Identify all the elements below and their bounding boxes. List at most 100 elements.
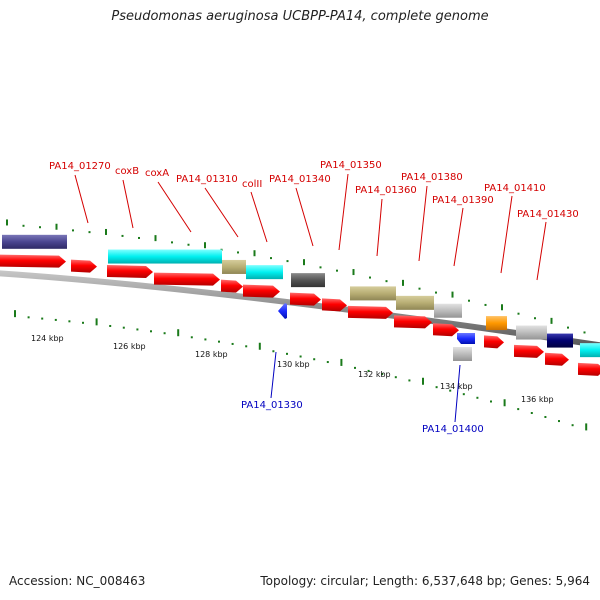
- scale-label-126: 126 kbp: [113, 342, 146, 351]
- scale-tick: [54, 318, 57, 321]
- scale-tick: [422, 377, 424, 385]
- cds-arrow: [71, 259, 97, 273]
- outer-tick: [253, 250, 256, 257]
- feature-track: [0, 234, 600, 376]
- scale-tick: [381, 373, 384, 376]
- outer-tick: [105, 228, 107, 235]
- cds-arrow: [578, 362, 600, 376]
- gene-label-pa14-01330[interactable]: PA14_01330: [241, 400, 303, 411]
- scale-tick: [571, 424, 574, 427]
- genome-backbone: [0, 270, 600, 349]
- scale-tick: [150, 330, 152, 333]
- scale-tick: [218, 340, 220, 343]
- leader-line: [157, 181, 192, 233]
- reverse-cds-arrow: [278, 303, 287, 319]
- scale-tick: [82, 321, 84, 324]
- leader-line: [453, 207, 464, 267]
- cds-arrow: [322, 298, 347, 312]
- cds-arrow: [545, 352, 569, 366]
- gene-label-pa14-01430[interactable]: PA14_01430: [517, 209, 579, 220]
- scale-tick: [41, 317, 44, 320]
- scale-tick: [544, 415, 547, 418]
- leader-line: [454, 364, 461, 423]
- gene-label-colii[interactable]: colII: [242, 179, 262, 190]
- reverse-cds-arrow: [457, 333, 475, 344]
- cds-arrow: [243, 284, 280, 298]
- outer-tick: [402, 279, 404, 286]
- scale-tick: [231, 342, 234, 345]
- cds-arrow: [348, 305, 393, 319]
- outer-tick: [319, 266, 322, 269]
- scale-tick: [163, 332, 166, 335]
- forward-gene-labels: PA14_01270 coxB coxA PA14_01310 colII PA…: [49, 160, 579, 220]
- outer-tick: [22, 224, 25, 227]
- gene-label-pa14-01400[interactable]: PA14_01400: [422, 424, 484, 435]
- leader-line: [74, 174, 89, 224]
- scale-label-134: 134 kbp: [440, 382, 473, 391]
- gene-feature-block: [246, 265, 283, 280]
- scale-tick: [122, 326, 125, 329]
- outer-tick: [171, 241, 173, 244]
- scale-tick: [503, 399, 506, 407]
- gene-feature-block: [486, 316, 507, 331]
- gene-feature-block: [291, 273, 325, 288]
- leader-line: [500, 195, 513, 274]
- gene-label-pa14-01270[interactable]: PA14_01270: [49, 161, 111, 172]
- reverse-gene-labels: PA14_01330 PA14_01400: [241, 400, 484, 435]
- reverse-feature-block: [453, 347, 472, 361]
- outer-tick: [121, 234, 124, 237]
- leader-line: [250, 191, 268, 243]
- gene-label-coxa[interactable]: coxA: [145, 168, 169, 179]
- scale-tick: [286, 352, 288, 355]
- outer-tick: [484, 303, 487, 306]
- scale-label-136: 136 kbp: [521, 395, 554, 404]
- scale-tick: [190, 336, 193, 339]
- gene-label-pa14-01350[interactable]: PA14_01350: [320, 160, 382, 171]
- cds-arrow: [221, 279, 243, 293]
- scale-tick: [177, 329, 180, 337]
- cds-arrow: [107, 264, 153, 278]
- scale-tick: [299, 355, 302, 358]
- outer-tick: [72, 229, 74, 232]
- outer-tick: [534, 317, 536, 320]
- gene-feature-block: [222, 259, 246, 274]
- leader-line: [338, 173, 349, 251]
- outer-tick: [154, 235, 157, 242]
- scale-tick: [517, 408, 520, 411]
- gene-label-coxb[interactable]: coxB: [115, 166, 139, 177]
- scale-tick: [14, 310, 16, 318]
- cds-arrow: [514, 344, 544, 358]
- outer-tick: [55, 223, 58, 230]
- leader-line: [536, 221, 547, 281]
- scale-tick: [476, 396, 479, 399]
- outer-tick: [352, 269, 355, 276]
- outer-tick: [501, 304, 503, 311]
- scale-tick: [558, 420, 560, 423]
- scale-tick: [462, 393, 465, 396]
- gene-label-pa14-01410[interactable]: PA14_01410: [484, 183, 546, 194]
- gene-label-pa14-01340[interactable]: PA14_01340: [269, 174, 331, 185]
- outer-tick: [468, 299, 470, 302]
- gene-label-pa14-01390[interactable]: PA14_01390: [432, 195, 494, 206]
- leader-line: [270, 351, 277, 399]
- gene-label-pa14-01380[interactable]: PA14_01380: [401, 172, 463, 183]
- scale-tick: [326, 361, 329, 364]
- scale-tick: [408, 379, 411, 382]
- scale-tick: [272, 350, 275, 353]
- outer-tick: [435, 291, 437, 294]
- gene-feature-block: [516, 325, 547, 340]
- scale-tick: [204, 338, 207, 341]
- scale-label-124: 124 kbp: [31, 334, 64, 343]
- outer-tick: [567, 326, 569, 329]
- gene-feature-block: [2, 234, 67, 249]
- outer-tick: [418, 287, 421, 290]
- gene-label-pa14-01310[interactable]: PA14_01310: [176, 174, 238, 185]
- label-leader-lines: [74, 173, 547, 423]
- cds-arrow: [154, 272, 220, 286]
- scale-tick: [68, 320, 71, 323]
- outer-tick: [583, 331, 586, 334]
- outer-tick: [517, 312, 520, 315]
- gene-feature-block: [547, 333, 573, 348]
- gene-feature-block: [108, 249, 222, 264]
- gene-label-pa14-01360[interactable]: PA14_01360: [355, 185, 417, 196]
